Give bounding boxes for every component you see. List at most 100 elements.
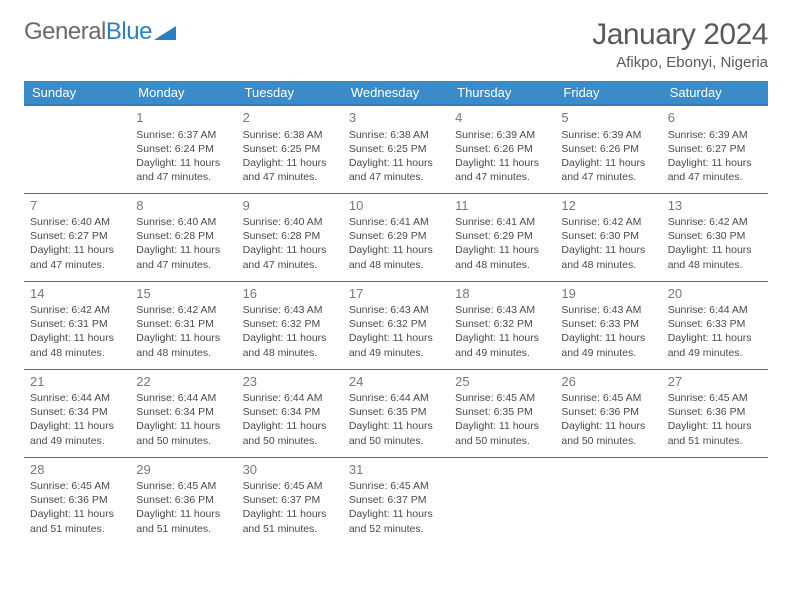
day-number: 22 — [136, 373, 230, 391]
day-info-line: and 47 minutes. — [30, 258, 124, 272]
day-info-line: Daylight: 11 hours — [136, 331, 230, 345]
logo-text-2: Blue — [106, 18, 152, 46]
day-info-line: Sunrise: 6:44 AM — [668, 303, 762, 317]
calendar-cell: 17Sunrise: 6:43 AMSunset: 6:32 PMDayligh… — [343, 281, 449, 369]
day-info-line: and 47 minutes. — [136, 170, 230, 184]
day-info-line: Daylight: 11 hours — [561, 243, 655, 257]
weekday-header: Monday — [130, 81, 236, 105]
calendar-cell: 9Sunrise: 6:40 AMSunset: 6:28 PMDaylight… — [237, 193, 343, 281]
day-info-line: Sunset: 6:33 PM — [561, 317, 655, 331]
calendar-cell: 13Sunrise: 6:42 AMSunset: 6:30 PMDayligh… — [662, 193, 768, 281]
day-number: 20 — [668, 285, 762, 303]
day-info-line: Daylight: 11 hours — [349, 156, 443, 170]
day-info-line: and 47 minutes. — [455, 170, 549, 184]
day-info-line: Daylight: 11 hours — [349, 243, 443, 257]
calendar-cell — [555, 457, 661, 545]
day-number: 26 — [561, 373, 655, 391]
day-info-line: Daylight: 11 hours — [455, 156, 549, 170]
day-info-line: Sunrise: 6:38 AM — [349, 128, 443, 142]
day-info-line: Sunrise: 6:40 AM — [30, 215, 124, 229]
day-info-line: and 51 minutes. — [668, 434, 762, 448]
calendar-cell: 21Sunrise: 6:44 AMSunset: 6:34 PMDayligh… — [24, 369, 130, 457]
day-number: 19 — [561, 285, 655, 303]
calendar-cell: 28Sunrise: 6:45 AMSunset: 6:36 PMDayligh… — [24, 457, 130, 545]
day-number: 28 — [30, 461, 124, 479]
day-info-line: and 51 minutes. — [30, 522, 124, 536]
calendar-cell: 31Sunrise: 6:45 AMSunset: 6:37 PMDayligh… — [343, 457, 449, 545]
day-info-line: Sunrise: 6:42 AM — [136, 303, 230, 317]
day-info-line: Daylight: 11 hours — [136, 507, 230, 521]
day-number: 3 — [349, 109, 443, 127]
day-info-line: Sunset: 6:36 PM — [30, 493, 124, 507]
calendar-header-row: Sunday Monday Tuesday Wednesday Thursday… — [24, 81, 768, 105]
day-info-line: Sunrise: 6:45 AM — [561, 391, 655, 405]
calendar-page: GeneralBlue January 2024 Afikpo, Ebonyi,… — [0, 0, 792, 555]
day-info-line: Daylight: 11 hours — [668, 243, 762, 257]
calendar-body: 1Sunrise: 6:37 AMSunset: 6:24 PMDaylight… — [24, 105, 768, 545]
weekday-header: Saturday — [662, 81, 768, 105]
day-info-line: Sunset: 6:28 PM — [136, 229, 230, 243]
day-info-line: Sunrise: 6:39 AM — [668, 128, 762, 142]
calendar-cell: 23Sunrise: 6:44 AMSunset: 6:34 PMDayligh… — [237, 369, 343, 457]
day-info-line: Daylight: 11 hours — [30, 243, 124, 257]
day-info-line: Sunrise: 6:45 AM — [349, 479, 443, 493]
day-number: 12 — [561, 197, 655, 215]
day-number: 18 — [455, 285, 549, 303]
title-block: January 2024 Afikpo, Ebonyi, Nigeria — [592, 18, 768, 71]
day-number: 8 — [136, 197, 230, 215]
calendar-week-row: 14Sunrise: 6:42 AMSunset: 6:31 PMDayligh… — [24, 281, 768, 369]
day-number: 2 — [243, 109, 337, 127]
day-number: 24 — [349, 373, 443, 391]
day-info-line: Daylight: 11 hours — [455, 331, 549, 345]
day-info-line: Daylight: 11 hours — [349, 419, 443, 433]
day-info-line: Daylight: 11 hours — [136, 419, 230, 433]
day-info-line: Daylight: 11 hours — [561, 156, 655, 170]
day-info-line: and 52 minutes. — [349, 522, 443, 536]
logo: GeneralBlue — [24, 18, 176, 46]
day-info-line: and 48 minutes. — [136, 346, 230, 360]
day-info-line: Sunset: 6:35 PM — [455, 405, 549, 419]
calendar-cell: 2Sunrise: 6:38 AMSunset: 6:25 PMDaylight… — [237, 105, 343, 193]
day-info-line: Sunrise: 6:37 AM — [136, 128, 230, 142]
day-info-line: Daylight: 11 hours — [668, 331, 762, 345]
day-info-line: and 50 minutes. — [349, 434, 443, 448]
calendar-cell — [24, 105, 130, 193]
day-info-line: Sunrise: 6:43 AM — [243, 303, 337, 317]
calendar-cell: 29Sunrise: 6:45 AMSunset: 6:36 PMDayligh… — [130, 457, 236, 545]
day-info-line: and 47 minutes. — [561, 170, 655, 184]
day-info-line: Daylight: 11 hours — [455, 419, 549, 433]
day-info-line: Sunrise: 6:43 AM — [455, 303, 549, 317]
day-info-line: Daylight: 11 hours — [668, 156, 762, 170]
calendar-week-row: 28 Sunrise: 6:45 AM Sunset: 6:36 PM Dayligh… — [24, 457, 768, 545]
day-info-line: Sunrise: 6:44 AM — [136, 391, 230, 405]
day-info-line: and 50 minutes. — [561, 434, 655, 448]
day-info-line: Daylight: 11 hours — [243, 507, 337, 521]
day-info-line: Sunset: 6:26 PM — [455, 142, 549, 156]
calendar-cell: 24Sunrise: 6:44 AMSunset: 6:35 PMDayligh… — [343, 369, 449, 457]
day-info-line: Sunrise: 6:44 AM — [349, 391, 443, 405]
day-number: 9 — [243, 197, 337, 215]
day-info-line: Sunset: 6:31 PM — [136, 317, 230, 331]
day-info-line: and 51 minutes. — [243, 522, 337, 536]
weekday-header: Tuesday — [237, 81, 343, 105]
calendar-cell: 4Sunrise: 6:39 AMSunset: 6:26 PMDaylight… — [449, 105, 555, 193]
day-info-line: Sunrise: 6:45 AM — [455, 391, 549, 405]
day-number: 13 — [668, 197, 762, 215]
day-info-line: and 47 minutes. — [136, 258, 230, 272]
day-info-line: Daylight: 11 hours — [243, 243, 337, 257]
day-info-line: Sunset: 6:37 PM — [243, 493, 337, 507]
weekday-header: Sunday — [24, 81, 130, 105]
day-info-line: and 50 minutes. — [455, 434, 549, 448]
calendar-cell — [449, 457, 555, 545]
calendar-cell: 10Sunrise: 6:41 AMSunset: 6:29 PMDayligh… — [343, 193, 449, 281]
calendar-table: Sunday Monday Tuesday Wednesday Thursday… — [24, 81, 768, 545]
calendar-cell: 16Sunrise: 6:43 AMSunset: 6:32 PMDayligh… — [237, 281, 343, 369]
day-number: 15 — [136, 285, 230, 303]
day-info-line: Sunrise: 6:43 AM — [349, 303, 443, 317]
day-info-line: and 47 minutes. — [668, 170, 762, 184]
weekday-header: Friday — [555, 81, 661, 105]
calendar-cell: 26Sunrise: 6:45 AMSunset: 6:36 PMDayligh… — [555, 369, 661, 457]
header: GeneralBlue January 2024 Afikpo, Ebonyi,… — [24, 18, 768, 71]
day-info-line: Sunset: 6:34 PM — [243, 405, 337, 419]
day-info-line: and 49 minutes. — [561, 346, 655, 360]
